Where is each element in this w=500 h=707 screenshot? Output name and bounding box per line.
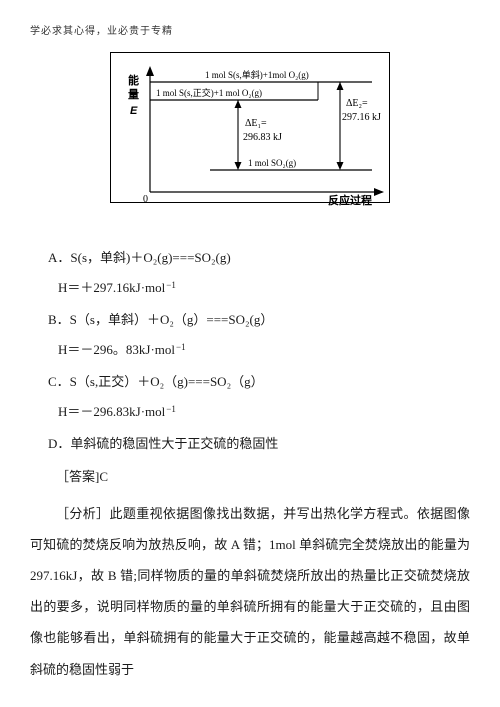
y-axis-label-1: 能 bbox=[128, 73, 139, 87]
dE1-value: 296.83 kJ bbox=[243, 132, 282, 143]
energy-diagram: 能 量 E 0 反应过程 1 mol S(s,单斜)+1mol O₂(g) 1 … bbox=[110, 52, 390, 222]
dE2-label: ΔE₂= bbox=[346, 98, 368, 109]
level-top-label: 1 mol S(s,单斜)+1mol O₂(g) bbox=[205, 69, 309, 80]
page-header: 学必求其心得，业必贵于专精 bbox=[30, 24, 470, 40]
analysis-paragraph: ［分析］此题重视依据图像找出数据，并写出热化学方程式。依据图像可知硫的焚烧反响为… bbox=[30, 498, 470, 685]
option-a: A．S(s，单斜)＋O₂(g)===SO₂(g) bbox=[48, 245, 470, 271]
option-b: B．S（s，单斜）＋O₂（g）===SO₂(g） bbox=[48, 307, 470, 333]
option-c: C．S（s,正交）＋O₂（g)===SO₂（g） bbox=[48, 369, 470, 395]
exp-minus-1: −1 bbox=[166, 276, 176, 294]
option-c-enthalpy-text: H＝－296.83kJ·mol bbox=[58, 404, 165, 419]
dE2-value: 297.16 kJ bbox=[342, 112, 381, 123]
y-axis-label-3: E bbox=[130, 105, 138, 117]
option-b-enthalpy: H＝－296。83kJ·mol−1 bbox=[58, 337, 470, 363]
y-axis-label-2: 量 bbox=[128, 88, 139, 101]
exp-minus-1: −1 bbox=[166, 400, 176, 418]
dE1-label: ΔE₁= bbox=[245, 118, 267, 129]
option-c-enthalpy: H＝－296.83kJ·mol−1 bbox=[58, 399, 470, 425]
option-d: D．单斜硫的稳固性大于正交硫的稳固性 bbox=[48, 431, 470, 457]
level-low-label: 1 mol SO₂(g) bbox=[248, 158, 296, 168]
x-axis-label: 反应过程 bbox=[328, 193, 372, 207]
answer-line: ［答案]C bbox=[56, 467, 470, 488]
option-a-enthalpy: H＝＋297.16kJ·mol−1 bbox=[58, 275, 470, 301]
energy-diagram-container: 能 量 E 0 反应过程 1 mol S(s,单斜)+1mol O₂(g) 1 … bbox=[110, 52, 390, 229]
options-block: A．S(s，单斜)＋O₂(g)===SO₂(g) H＝＋297.16kJ·mol… bbox=[30, 245, 470, 457]
option-b-enthalpy-text: H＝－296。83kJ·mol bbox=[58, 342, 175, 357]
option-a-enthalpy-text: H＝＋297.16kJ·mol bbox=[58, 280, 165, 295]
level-mid-label: 1 mol S(s,正交)+1 mol O₂(g) bbox=[156, 87, 262, 98]
origin-label: 0 bbox=[143, 194, 148, 205]
exp-minus-1: −1 bbox=[176, 338, 186, 356]
